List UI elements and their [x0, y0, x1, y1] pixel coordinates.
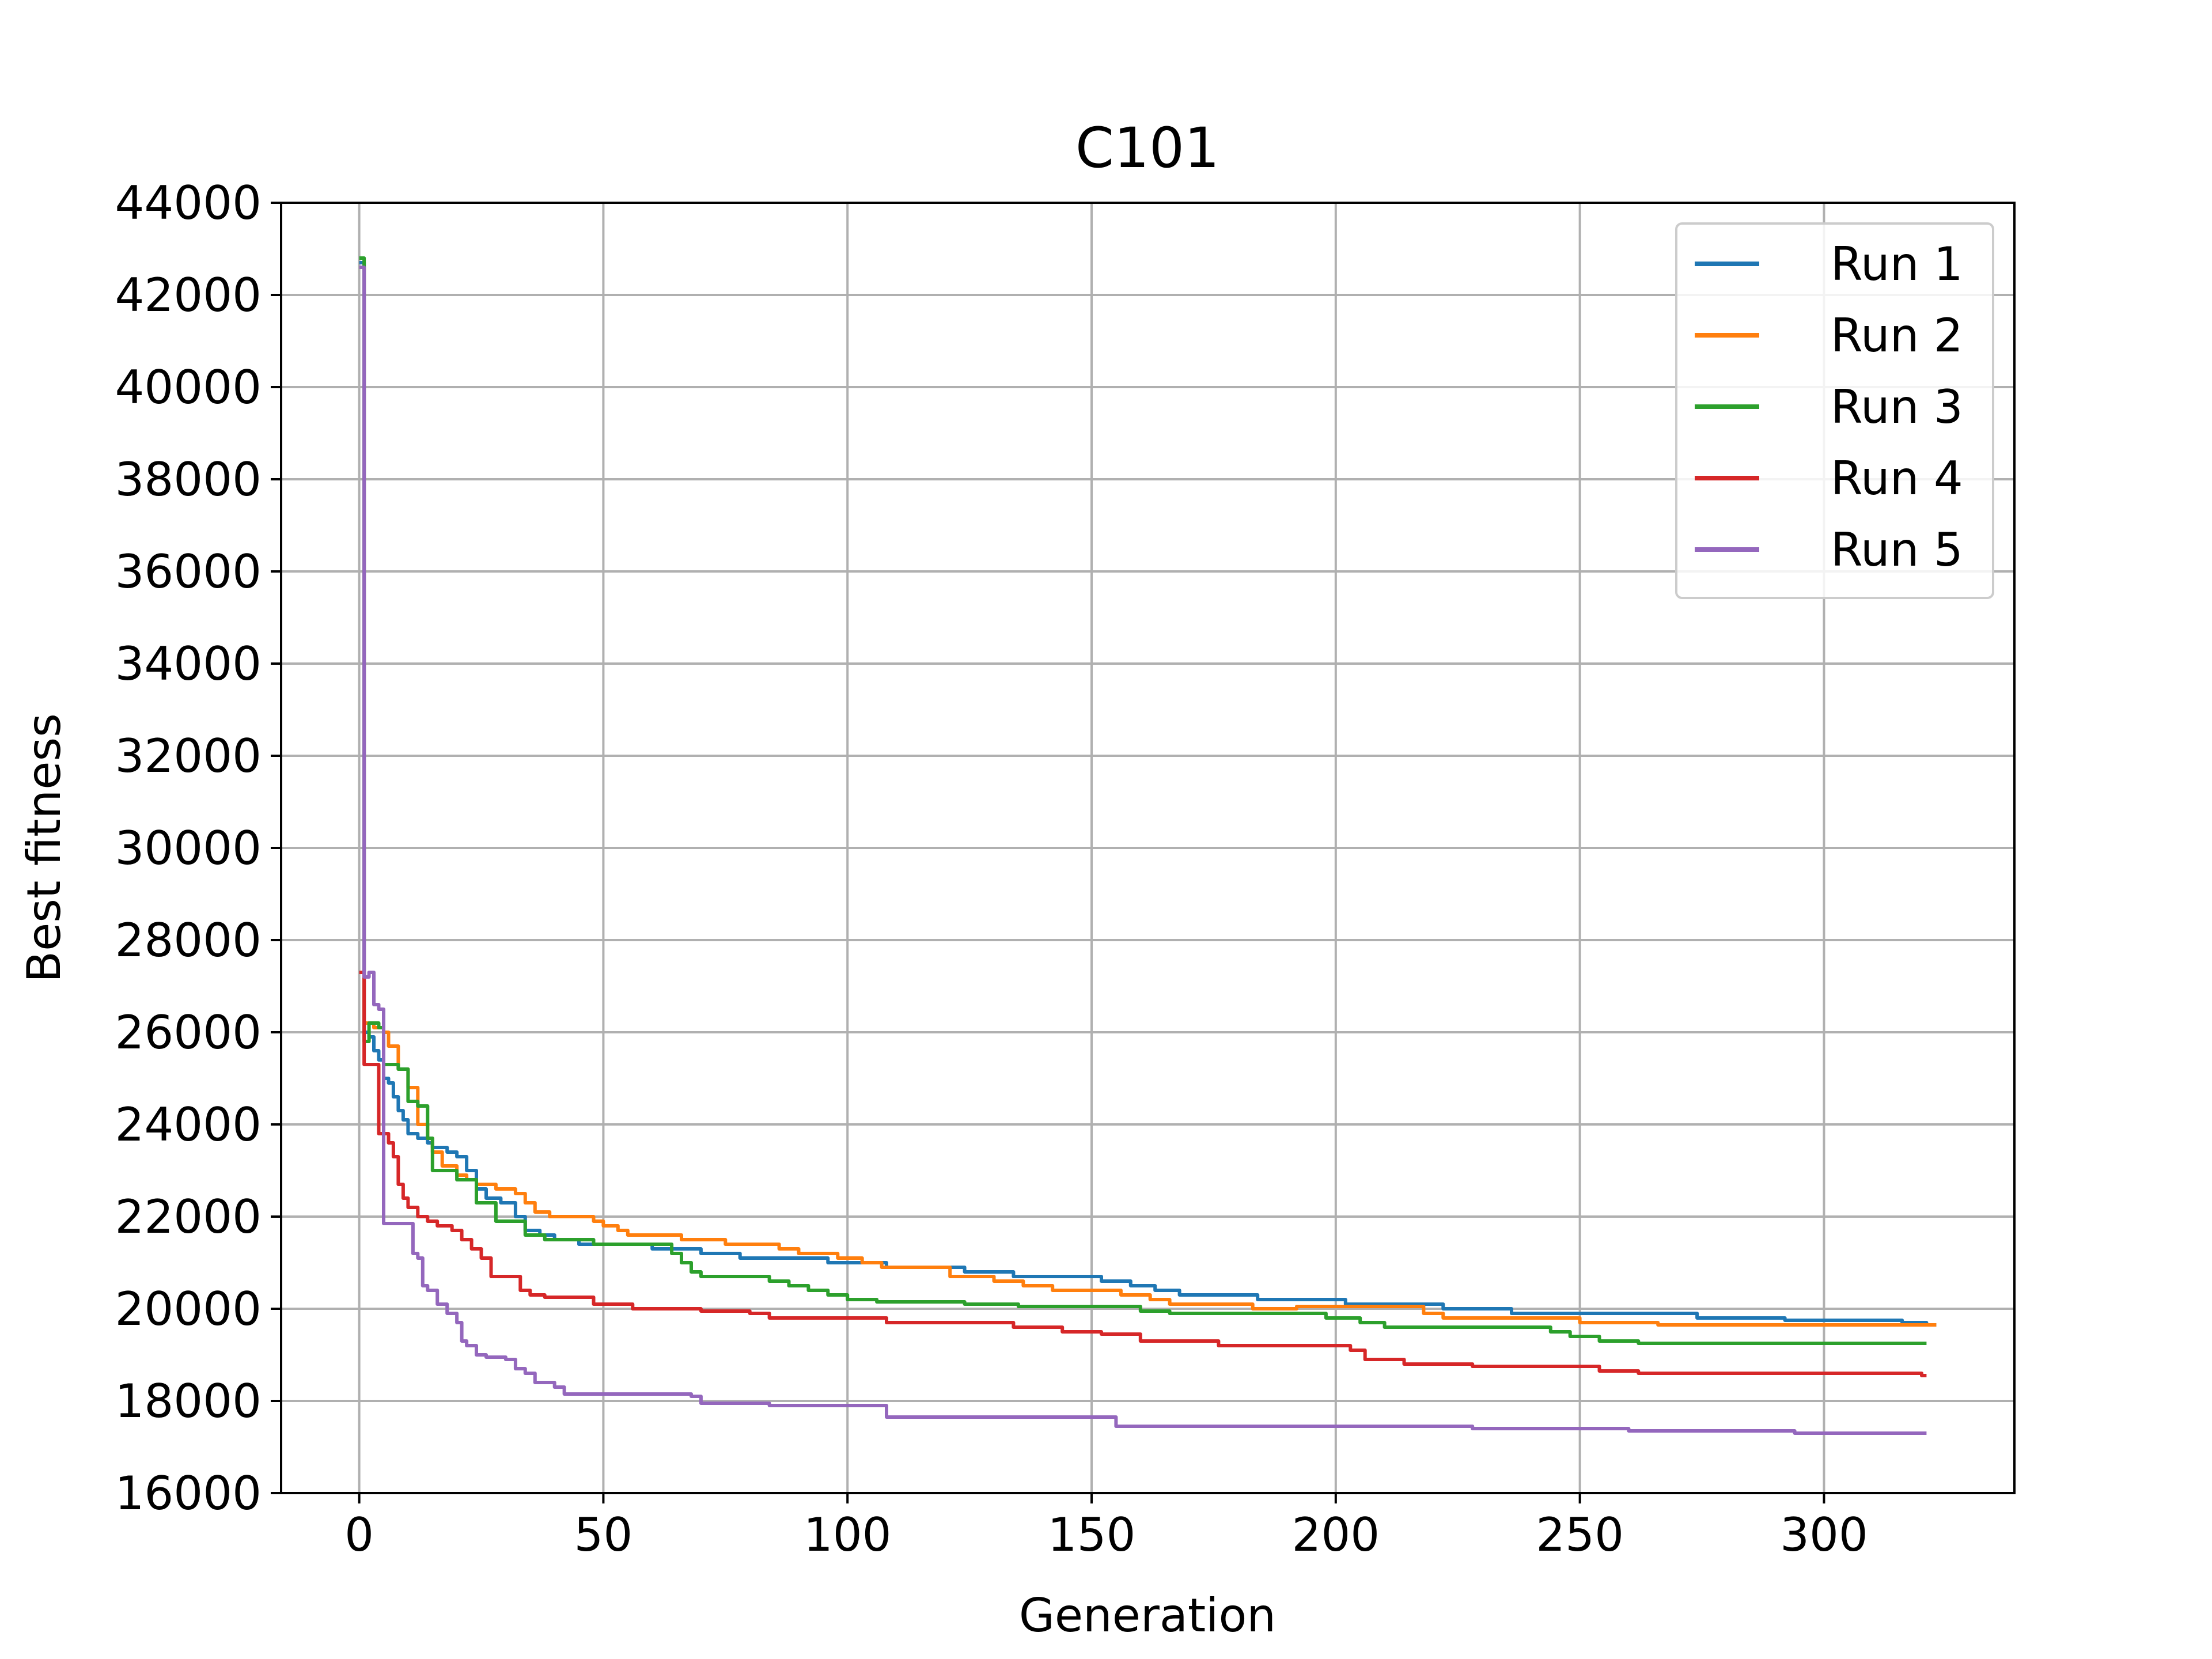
legend: Run 1 Run 2 Run 3 Run 4 Run 5	[1675, 222, 1994, 599]
x-tick-label: 50	[574, 1508, 633, 1562]
y-axis-label: Best fitness	[17, 713, 71, 983]
y-tick-label: 16000	[115, 1467, 262, 1520]
series-line-run-3	[359, 256, 1927, 1345]
x-tick-label: 150	[1048, 1508, 1136, 1562]
y-tick-label: 42000	[115, 268, 262, 322]
legend-label-run-3: Run 3	[1831, 380, 1963, 434]
legend-label-run-1: Run 1	[1831, 237, 1963, 291]
y-tick-label: 26000	[115, 1006, 262, 1059]
series-line-run-1	[359, 261, 1937, 1327]
chart-title: C101	[1075, 116, 1219, 180]
y-tick-label: 24000	[115, 1098, 262, 1152]
y-tick-label: 20000	[115, 1282, 262, 1336]
legend-label-run-4: Run 4	[1831, 452, 1963, 505]
y-tick-label: 22000	[115, 1190, 262, 1244]
legend-label-run-5: Run 5	[1831, 523, 1963, 577]
y-tick-label: 34000	[115, 637, 262, 691]
x-axis-label: Generation	[1019, 1589, 1276, 1642]
legend-box	[1675, 222, 1994, 599]
x-tick-label: 0	[344, 1508, 374, 1562]
y-tick-label: 18000	[115, 1374, 262, 1428]
y-tick-label: 44000	[115, 176, 262, 230]
y-tick-label: 36000	[115, 545, 262, 599]
ticks: 0 50 100 150 200 250 300 16000 18000 20000 22000 24…	[115, 176, 1868, 1562]
y-tick-label: 32000	[115, 729, 262, 783]
x-tick-label: 250	[1536, 1508, 1624, 1562]
y-tick-label: 38000	[115, 453, 262, 506]
x-tick-label: 100	[804, 1508, 892, 1562]
series-layer	[359, 256, 1937, 1435]
x-tick-label: 300	[1780, 1508, 1868, 1562]
series-line-run-4	[359, 971, 1927, 1377]
legend-label-run-2: Run 2	[1831, 309, 1963, 362]
y-tick-label: 40000	[115, 361, 262, 414]
y-tick-label: 28000	[115, 914, 262, 967]
series-line-run-5	[359, 266, 1927, 1435]
x-tick-label: 200	[1291, 1508, 1380, 1562]
y-tick-label: 30000	[115, 821, 262, 875]
